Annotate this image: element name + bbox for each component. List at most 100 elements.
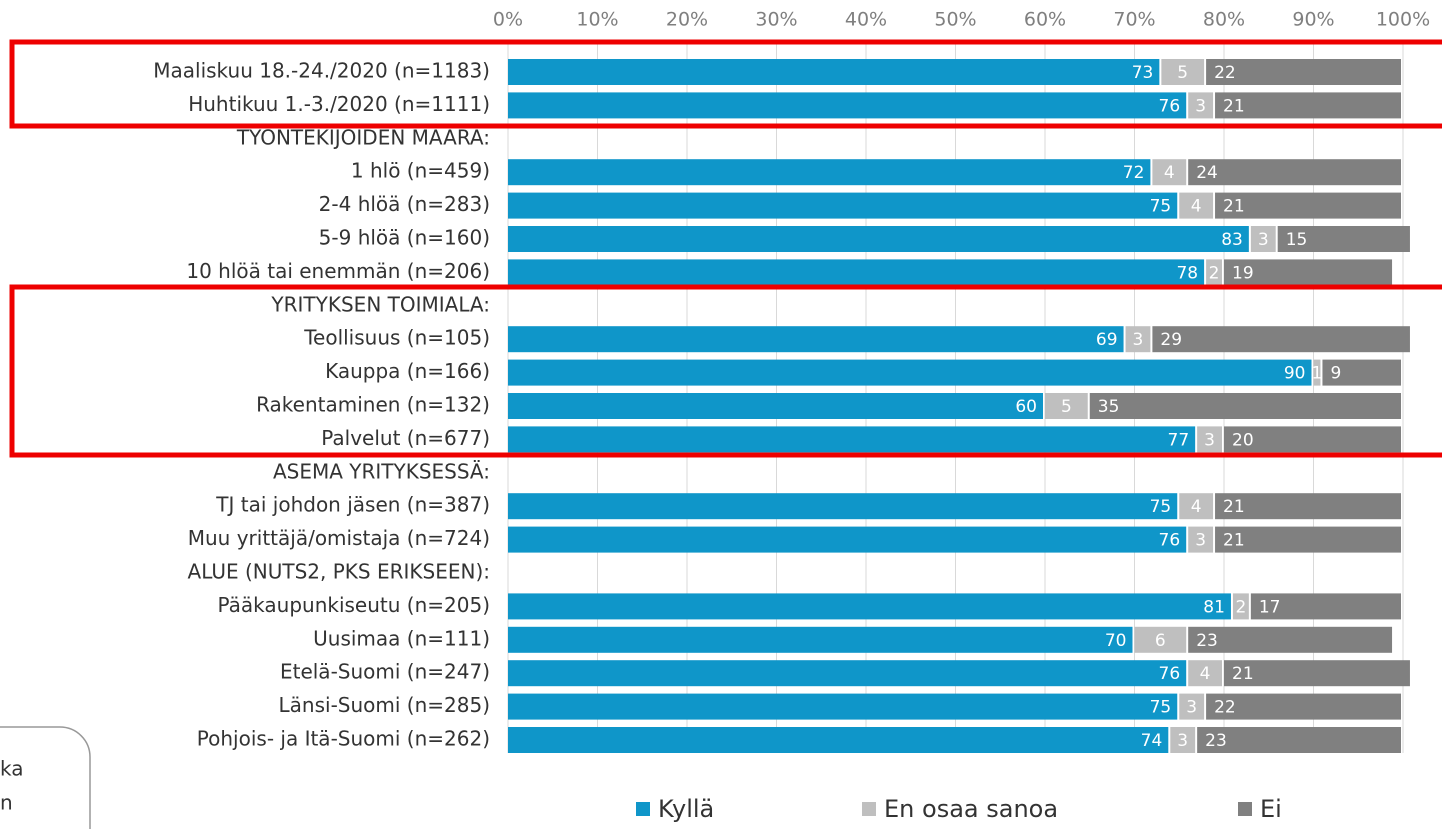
x-tick-label: 30% — [755, 9, 797, 31]
value-label: 83 — [1221, 230, 1243, 250]
value-label: 24 — [1196, 163, 1218, 183]
value-label: 20 — [1232, 430, 1254, 450]
value-label: 15 — [1286, 230, 1308, 250]
bar-segment — [1232, 593, 1249, 620]
bar-segment — [508, 226, 1249, 252]
note-text: n — [0, 791, 13, 815]
value-label: 81 — [1203, 597, 1225, 617]
value-label: 4 — [1191, 497, 1202, 517]
x-tick-label: 50% — [934, 9, 976, 31]
bar-segment — [1206, 59, 1401, 85]
value-label: 6 — [1155, 631, 1166, 651]
bar-segment — [1161, 59, 1205, 85]
value-label: 3 — [1204, 430, 1215, 450]
highlight-box — [9, 284, 1442, 458]
legend-label: Ei — [1260, 795, 1282, 823]
legend-label: En osaa sanoa — [884, 795, 1058, 823]
value-label: 75 — [1150, 197, 1172, 217]
value-label: 75 — [1150, 698, 1172, 718]
bar-segment — [1250, 593, 1401, 620]
value-label: 21 — [1223, 96, 1245, 116]
value-label: 3 — [1195, 96, 1206, 116]
x-tick-label: 90% — [1292, 9, 1334, 31]
note-box — [0, 726, 91, 829]
legend-swatch — [636, 802, 650, 816]
bar-segment — [1179, 693, 1205, 720]
value-label: 77 — [1168, 430, 1190, 450]
bar-segment — [1313, 359, 1321, 386]
bar-segment — [508, 393, 1043, 419]
category-label: Huhtikuu 1.-3./2020 (n=1111) — [188, 92, 490, 116]
category-label: Länsi-Suomi (n=285) — [279, 693, 490, 717]
value-label: 4 — [1164, 163, 1175, 183]
bar-segment — [1215, 92, 1401, 119]
value-label: 3 — [1177, 731, 1188, 751]
value-label: 9 — [1330, 364, 1341, 384]
x-tick-label: 60% — [1024, 9, 1066, 31]
bar-segment — [508, 693, 1178, 720]
bar-segment — [1215, 493, 1401, 520]
bar-segment — [1170, 727, 1196, 753]
bar-segment — [508, 660, 1187, 687]
value-label: 1 — [1312, 364, 1323, 384]
value-label: 72 — [1123, 163, 1145, 183]
category-label: 2-4 hlöä (n=283) — [319, 192, 490, 216]
bar-segment — [508, 593, 1231, 620]
bar-segment — [1152, 159, 1187, 186]
x-tick-label: 10% — [576, 9, 618, 31]
value-label: 2 — [1209, 263, 1220, 283]
highlight-box — [9, 39, 1442, 129]
bar-segment — [508, 326, 1124, 353]
bar-segment — [508, 192, 1178, 219]
value-label: 21 — [1232, 664, 1254, 684]
bar-segment — [1188, 92, 1214, 119]
bar-segment — [1277, 226, 1410, 252]
x-tick-label: 80% — [1203, 9, 1245, 31]
bar-segment — [1188, 626, 1393, 653]
category-label: Pääkaupunkiseutu (n=205) — [217, 593, 490, 617]
value-label: 76 — [1159, 664, 1181, 684]
bar-segment — [1206, 259, 1222, 286]
value-label: 78 — [1176, 263, 1198, 283]
x-tick-label: 0% — [493, 9, 523, 31]
legend-swatch — [1238, 802, 1252, 816]
bar-segment — [508, 626, 1133, 653]
value-label: 70 — [1105, 631, 1127, 651]
value-label: 21 — [1223, 531, 1245, 551]
category-label: Maaliskuu 18.-24./2020 (n=1183) — [153, 59, 490, 83]
category-label: Muu yrittäjä/omistaja (n=724) — [188, 526, 490, 550]
bar-segment — [1206, 693, 1401, 720]
bar-segment — [1179, 192, 1214, 219]
value-label: 5 — [1177, 63, 1188, 83]
category-label: YRITYKSEN TOIMIALA: — [270, 292, 490, 316]
bar-segment — [1322, 359, 1401, 386]
x-tick-label: 70% — [1113, 9, 1155, 31]
bar-segment — [508, 92, 1187, 119]
value-label: 74 — [1141, 731, 1163, 751]
category-label: TJ tai johdon jäsen (n=387) — [215, 493, 490, 517]
value-label: 90 — [1284, 364, 1306, 384]
note-text: ka — [0, 757, 24, 781]
value-label: 22 — [1214, 63, 1236, 83]
category-label: 5-9 hlöä (n=160) — [319, 226, 490, 250]
bar-segment — [1224, 660, 1410, 687]
bar-segment — [1224, 426, 1401, 453]
bar-segment — [1152, 326, 1410, 353]
value-label: 21 — [1223, 197, 1245, 217]
bar-segment — [508, 59, 1160, 85]
category-label: Etelä-Suomi (n=247) — [280, 660, 490, 684]
value-label: 69 — [1096, 330, 1118, 350]
category-label: ASEMA YRITYKSESSÄ: — [273, 459, 490, 483]
bar-segment — [1197, 727, 1401, 753]
bar-segment — [1197, 426, 1222, 453]
value-label: 5 — [1061, 397, 1072, 417]
category-label: Palvelut (n=677) — [321, 426, 490, 450]
bar-segment — [508, 727, 1169, 753]
bar-segment — [1215, 192, 1401, 219]
value-label: 19 — [1232, 263, 1254, 283]
category-label: Teollisuus (n=105) — [303, 326, 490, 350]
category-label: Pohjois- ja Itä-Suomi (n=262) — [197, 727, 490, 751]
value-label: 23 — [1196, 631, 1218, 651]
value-label: 76 — [1159, 531, 1181, 551]
